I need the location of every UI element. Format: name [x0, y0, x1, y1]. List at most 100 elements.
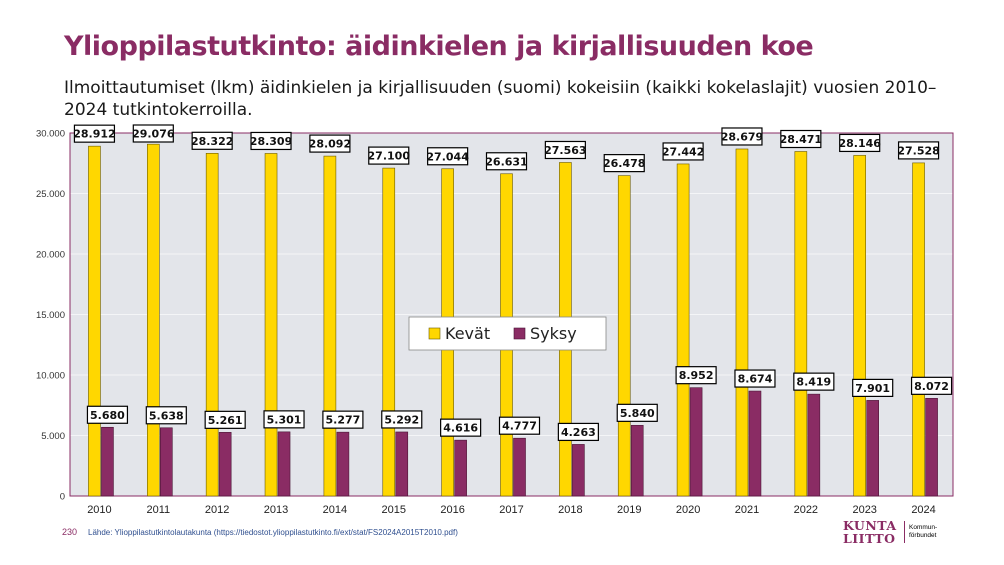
data-label-syksy: 5.638: [149, 409, 184, 422]
data-label-syksy-box: [322, 410, 364, 429]
data-label-syksy: 5.261: [208, 414, 243, 427]
data-label-kevat: 28.309: [250, 135, 292, 148]
data-label-syksy: 7.901: [855, 382, 890, 395]
x-tick-label: 2018: [558, 504, 582, 516]
bar-syksy: [630, 425, 644, 497]
bar-kevat: [264, 153, 278, 497]
data-label-kevat: 28.322: [191, 135, 233, 148]
data-label-kevat-box: [368, 146, 410, 165]
x-tick-label: 2023: [852, 504, 876, 516]
data-label-kevat-box: [603, 154, 645, 173]
bar-syksy: [454, 439, 467, 497]
x-tick-label: 2020: [676, 504, 700, 516]
y-tick-label: 25.000: [36, 189, 65, 200]
bar-syksy: [513, 437, 526, 497]
data-label-syksy: 4.263: [561, 426, 596, 439]
logo-divider: [904, 521, 905, 543]
bar-syksy: [336, 431, 350, 497]
data-label-kevat: 28.146: [838, 137, 881, 150]
bar-syksy: [925, 398, 938, 497]
data-label-kevat: 28.912: [73, 128, 115, 141]
bar-kevat: [323, 155, 337, 497]
slide-subtitle: Ilmoittautumiset (lkm) äidinkielen ja ki…: [64, 78, 937, 120]
data-label-syksy-box: [440, 418, 482, 437]
data-label-syksy: 4.616: [443, 422, 478, 435]
data-label-syksy: 5.840: [620, 407, 655, 420]
data-label-syksy-box: [381, 410, 423, 429]
x-tick-label: 2011: [146, 504, 170, 516]
data-label-kevat-box: [485, 152, 528, 171]
data-label-kevat-box: [73, 124, 116, 143]
slide-title: Ylioppilastutkinto: äidinkielen ja kirja…: [64, 31, 814, 62]
x-tick-label: 2013: [264, 504, 288, 516]
bar-syksy: [218, 432, 232, 497]
logo-small-1: Kommun-: [909, 524, 938, 531]
legend-swatch-kevat: [428, 327, 441, 340]
bar-kevat: [147, 143, 160, 497]
data-label-kevat: 26.478: [603, 157, 645, 170]
data-label-syksy-box: [793, 372, 835, 391]
bar-kevat: [853, 155, 867, 497]
data-label-kevat: 27.100: [368, 150, 411, 163]
y-tick-label: 30.000: [36, 129, 65, 140]
data-label-kevat-box: [780, 129, 822, 149]
bar-kevat: [88, 145, 101, 497]
data-label-kevat: 28.471: [780, 133, 822, 146]
logo-word-1: KUNTA: [843, 518, 897, 533]
x-tick-label: 2021: [735, 504, 759, 516]
data-label-kevat-box: [544, 140, 586, 160]
data-label-syksy: 5.277: [326, 414, 361, 427]
data-label-kevat-box: [427, 147, 469, 166]
legend-swatch-syksy: [513, 327, 526, 340]
bar-kevat: [676, 163, 690, 497]
legend-label-syksy: Syksy: [530, 324, 577, 343]
data-label-kevat: 27.044: [426, 150, 469, 163]
bar-kevat: [617, 175, 631, 497]
bar-kevat: [912, 162, 925, 497]
data-label-kevat-box: [839, 133, 881, 153]
y-tick-label: 10.000: [36, 371, 65, 382]
data-label-syksy: 8.674: [738, 373, 773, 386]
data-label-kevat: 27.563: [544, 144, 586, 157]
x-tick-label: 2024: [911, 504, 935, 516]
logo-small-2: förbundet: [909, 532, 937, 539]
bar-syksy: [866, 400, 880, 497]
data-label-kevat: 27.442: [662, 145, 704, 158]
y-tick-label: 15.000: [36, 310, 65, 321]
data-label-syksy-box: [852, 378, 894, 397]
legend-label-kevat: Kevät: [445, 324, 490, 343]
data-label-kevat: 27.528: [897, 144, 939, 157]
bar-syksy: [748, 390, 762, 497]
y-tick-label: 20.000: [36, 250, 65, 261]
data-label-syksy: 8.952: [679, 369, 714, 382]
y-tick-label: 5.000: [41, 431, 65, 442]
data-label-syksy: 4.777: [502, 420, 537, 433]
data-label-kevat-box: [662, 142, 704, 161]
data-label-kevat-box: [897, 141, 940, 160]
data-label-kevat-box: [309, 134, 351, 153]
data-label-syksy-box: [145, 406, 187, 425]
bar-kevat: [794, 151, 808, 497]
data-label-syksy-box: [557, 422, 599, 442]
page-number: 230: [62, 527, 78, 537]
bar-syksy: [572, 444, 585, 497]
x-tick-label: 2022: [794, 504, 818, 516]
legend-box: [408, 316, 607, 351]
data-label-syksy: 5.292: [384, 413, 419, 426]
x-tick-label: 2019: [617, 504, 641, 516]
data-label-syksy-box: [675, 366, 717, 385]
data-label-syksy: 8.072: [914, 380, 949, 393]
data-label-syksy-box: [734, 369, 776, 388]
bar-syksy: [277, 431, 291, 497]
data-label-kevat: 26.631: [485, 155, 527, 168]
bar-syksy: [101, 426, 114, 497]
x-tick-label: 2016: [440, 504, 464, 516]
data-label-syksy-box: [616, 403, 658, 422]
x-tick-label: 2010: [87, 504, 111, 516]
data-label-syksy-box: [204, 410, 246, 429]
data-label-kevat-box: [721, 127, 763, 146]
data-label-syksy-box: [86, 405, 129, 424]
data-label-syksy: 8.419: [796, 376, 831, 389]
logo-word-2: LIITTO: [843, 531, 896, 546]
bar-syksy: [807, 393, 821, 497]
